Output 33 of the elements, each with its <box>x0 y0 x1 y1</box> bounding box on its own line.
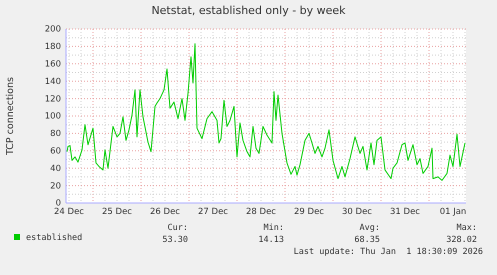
x-tick-label: 30 Dec <box>342 207 372 218</box>
y-axis-title: TCP connections <box>5 76 16 156</box>
y-tick-label: 200 <box>44 24 61 35</box>
y-tick-label: 120 <box>44 94 61 104</box>
y-tick-label: 180 <box>44 42 61 52</box>
x-tick-label: 31 Dec <box>390 207 420 218</box>
y-tick-label: 100 <box>44 112 61 122</box>
text: Max: <box>456 223 477 233</box>
x-tick-label: 28 Dec <box>246 207 276 218</box>
y-tick-label: 140 <box>44 76 61 87</box>
x-tick-label: 27 Dec <box>198 207 228 218</box>
text: 14.13 <box>258 235 284 245</box>
text: Cur: <box>168 223 188 233</box>
y-tick-label: 60 <box>50 146 61 157</box>
y-tick-label: 80 <box>50 129 61 140</box>
y-tick-label: 160 <box>44 60 61 70</box>
text: 68.35 <box>354 235 380 245</box>
text: Min: <box>264 223 284 233</box>
legend-label: established <box>26 233 82 243</box>
x-tick-label: 26 Dec <box>150 207 180 218</box>
chart-title: Netstat, established only - by week <box>151 4 346 17</box>
x-tick-label: 29 Dec <box>294 207 324 218</box>
y-tick-label: 40 <box>50 164 61 174</box>
text: Avg: <box>360 223 380 233</box>
y-tick-label: 20 <box>50 181 61 192</box>
text: 53.30 <box>162 235 188 245</box>
x-tick-label: 01 Jan <box>440 207 466 218</box>
x-tick-label: 25 Dec <box>102 207 132 218</box>
x-tick-label: 24 Dec <box>54 207 84 218</box>
y-tick-label: 0 <box>56 198 61 209</box>
text: 328.02 <box>446 235 477 245</box>
line-series <box>66 43 466 181</box>
text: Last update: Thu Jan 1 18:30:09 2026 <box>294 247 483 257</box>
